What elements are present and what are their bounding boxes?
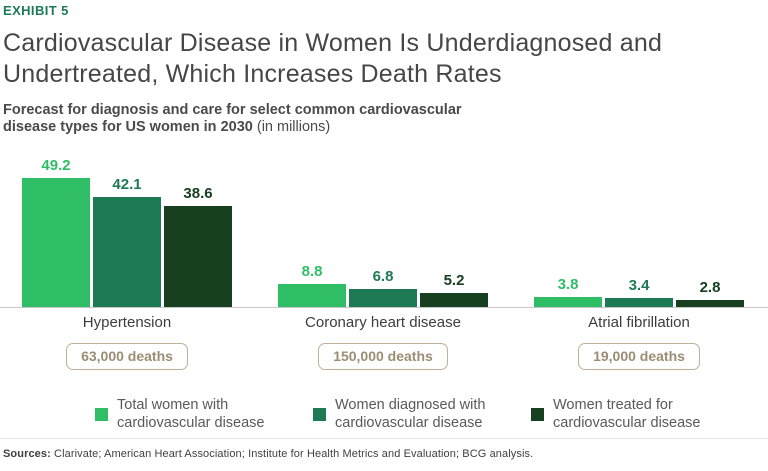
footer: Sources: Clarivate; American Heart Assoc…	[0, 438, 768, 471]
bar-group: 49.2 42.1 38.6	[22, 157, 232, 307]
category-label: Atrial fibrillation	[588, 314, 690, 331]
deaths-badge: 19,000 deaths	[578, 343, 700, 370]
bar	[278, 283, 346, 307]
bar	[420, 293, 488, 307]
category-label: Coronary heart disease	[305, 314, 461, 331]
bar-wrap: 3.8	[534, 276, 602, 307]
legend-swatch	[95, 407, 108, 421]
bar-value-label: 2.8	[699, 278, 721, 296]
bar-groups: 49.2 42.1 38.6 8.8 6.8 5.2 3.8 3.4 2.8	[3, 157, 768, 307]
sources-line: Sources: Clarivate; American Heart Assoc…	[3, 448, 768, 460]
bar-value-label: 3.8	[557, 276, 579, 293]
bar-wrap: 38.6	[164, 185, 232, 307]
legend-item: Women treated for cardiovascular disease	[531, 396, 713, 432]
subtitle-line-1: Forecast for diagnosis and care for sele…	[3, 102, 462, 118]
bar-wrap: 6.8	[349, 268, 417, 307]
bar-value-label: 8.8	[301, 262, 323, 280]
bar	[93, 196, 161, 307]
legend-item: Total women with cardiovascular disease	[95, 396, 277, 432]
legend-label: Women treated for cardiovascular disease	[553, 397, 701, 431]
deaths-badge-slot: 150,000 deaths	[278, 343, 488, 370]
bar	[605, 298, 673, 307]
bar-value-label: 5.2	[443, 272, 465, 290]
exhibit-label: EXHIBIT 5	[3, 3, 69, 18]
sources-label: Sources:	[3, 448, 51, 460]
title-line-1: Cardiovascular Disease in Women Is Under…	[3, 29, 663, 57]
legend-label: Women diagnosed with cardiovascular dise…	[335, 397, 486, 431]
page-title: Cardiovascular Disease in Women Is Under…	[3, 28, 683, 90]
bar-wrap: 42.1	[93, 176, 161, 307]
bar-group: 3.8 3.4 2.8	[534, 276, 744, 307]
bar-wrap: 49.2	[22, 157, 90, 307]
subtitle-unit-note: (in millions)	[256, 119, 331, 135]
bar-wrap: 3.4	[605, 277, 673, 307]
category-labels-row: Hypertension Coronary heart disease Atrial…	[3, 314, 768, 331]
bar	[349, 289, 417, 307]
chart-legend: Total women with cardiovascular disease W…	[3, 396, 768, 432]
title-line-2: Undertreated, Which Increases Death Rate…	[3, 60, 502, 88]
bar-value-label: 49.2	[41, 157, 71, 174]
bar-value-label: 3.4	[628, 277, 650, 295]
category-label: Hypertension	[82, 314, 172, 331]
bar-wrap: 8.8	[278, 263, 346, 307]
legend-swatch	[313, 407, 326, 421]
subtitle-line-2-bold: disease types for US women in 2030	[3, 119, 257, 135]
legend-label: Total women with cardiovascular disease	[117, 397, 265, 431]
deaths-badges-row: 63,000 deaths 150,000 deaths 19,000 deaths	[3, 343, 768, 370]
deaths-badge-slot: 19,000 deaths	[534, 343, 744, 370]
bar	[164, 205, 232, 307]
bar	[22, 178, 90, 307]
bar-value-label: 38.6	[183, 184, 213, 202]
sources-text: Clarivate; American Heart Association; I…	[50, 448, 534, 460]
bar-value-label: 6.8	[372, 268, 394, 286]
bar	[676, 299, 744, 307]
bar-value-label: 42.1	[112, 175, 142, 193]
deaths-badge: 150,000 deaths	[318, 343, 448, 370]
bar-wrap: 2.8	[676, 279, 744, 307]
deaths-badge: 63,000 deaths	[66, 343, 188, 370]
chart-subtitle: Forecast for diagnosis and care for sele…	[3, 102, 483, 136]
bar-wrap: 5.2	[420, 272, 488, 307]
legend-swatch	[531, 407, 544, 421]
bar-chart: 49.2 42.1 38.6 8.8 6.8 5.2 3.8 3.4 2.8 Hypertens…	[0, 157, 768, 432]
bar	[534, 297, 602, 307]
x-axis-line	[0, 307, 768, 308]
bar-group: 8.8 6.8 5.2	[278, 263, 488, 307]
deaths-badge-slot: 63,000 deaths	[22, 343, 232, 370]
legend-item: Women diagnosed with cardiovascular dise…	[313, 396, 495, 432]
